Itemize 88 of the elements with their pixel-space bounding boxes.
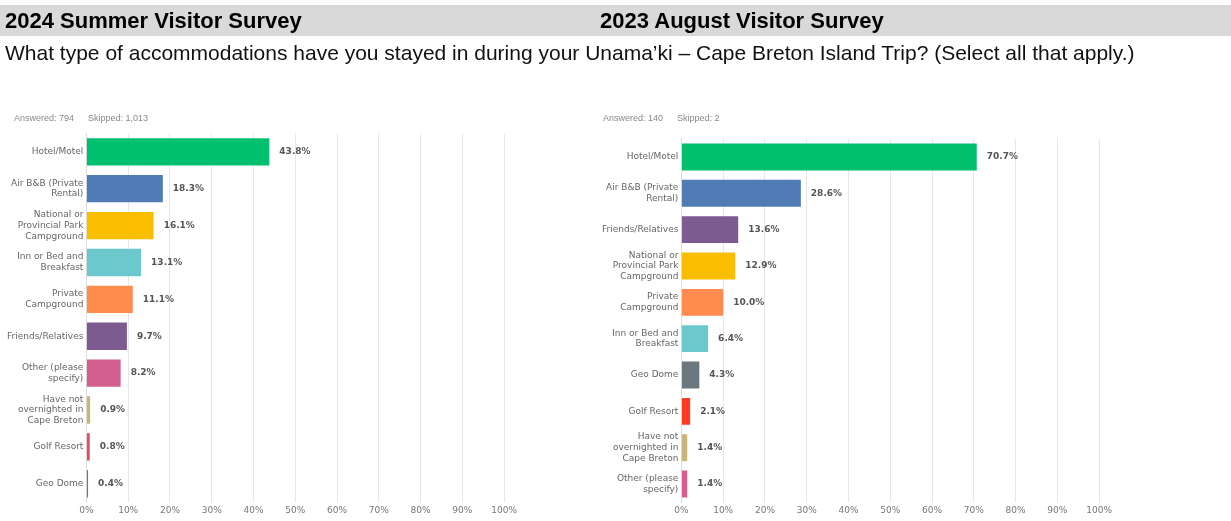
text: What type of accommodations have you stayed in during your Unama’ki – Cape Breton Island Trip? (Select all that apply.) xyxy=(5,40,1136,66)
x-tick-label: 40% xyxy=(838,504,859,515)
x-tick-label: 10% xyxy=(118,504,139,515)
bar xyxy=(681,216,739,244)
x-tick-label: 0% xyxy=(79,504,94,515)
data-label: 11.1% xyxy=(142,293,174,304)
data-label: 16.1% xyxy=(163,219,195,230)
y-tick-label: Have not overnighted in Cape Breton xyxy=(612,431,679,463)
x-tick-label: 70% xyxy=(368,504,390,515)
x-tick-label: 10% xyxy=(713,504,734,515)
y-tick-label: Inn or Bed and Breakfast xyxy=(17,251,84,273)
y-tick-label: Air B&B (Private Rental) xyxy=(606,182,679,204)
bar xyxy=(681,288,724,316)
bar xyxy=(681,252,736,280)
bar xyxy=(681,361,700,389)
bar xyxy=(681,143,977,171)
data-label: 13.6% xyxy=(748,223,780,234)
y-tick-label: Friends/Relatives xyxy=(601,223,679,234)
bar xyxy=(86,359,121,387)
data-label: 0.9% xyxy=(100,404,126,415)
y-tick-label: Golf Resort xyxy=(628,405,679,416)
bar xyxy=(681,434,688,462)
bar xyxy=(86,248,142,277)
data-label: 28.6% xyxy=(810,187,843,198)
y-tick-label: Have not overnighted in Cape Breton xyxy=(17,393,84,426)
bar xyxy=(86,175,163,203)
data-label: 0.4% xyxy=(98,478,124,489)
x-tick-label: 40% xyxy=(243,504,264,515)
y-tick-label: Other (please specify) xyxy=(616,472,679,494)
y-tick-label: Hotel/Motel xyxy=(626,151,679,162)
data-label: 2.1% xyxy=(700,405,726,416)
x-tick-label: 30% xyxy=(796,504,818,515)
data-label: 43.8% xyxy=(279,146,311,157)
data-label: 13.1% xyxy=(151,256,183,267)
y-tick-label: Private Campground xyxy=(25,288,84,310)
bar xyxy=(86,138,270,166)
x-tick-label: 60% xyxy=(922,504,943,515)
chart-title: 2023 August Visitor Survey xyxy=(595,5,1231,36)
text: Answered: 794 xyxy=(14,113,75,123)
x-tick-label: 0% xyxy=(674,504,689,515)
data-label: 12.9% xyxy=(745,260,777,271)
y-tick-label: Golf Resort xyxy=(33,441,84,452)
x-tick-label: 50% xyxy=(880,504,901,515)
x-tick-label: 20% xyxy=(754,504,776,515)
data-label: 10.0% xyxy=(733,296,765,307)
x-tick-label: 100% xyxy=(491,504,518,515)
x-tick-label: 70% xyxy=(963,504,985,515)
y-tick-label: Geo Dome xyxy=(35,478,84,489)
data-label: 1.4% xyxy=(697,442,723,453)
y-tick-label: Friends/Relatives xyxy=(6,330,84,341)
x-tick-label: 90% xyxy=(1047,504,1068,515)
bar xyxy=(86,322,127,350)
bar xyxy=(86,285,133,314)
bar xyxy=(86,396,91,424)
bar xyxy=(681,325,709,353)
data-label: 18.3% xyxy=(172,183,205,194)
y-tick-label: National or Provincial Park Campground xyxy=(612,249,680,282)
y-tick-label: Hotel/Motel xyxy=(31,146,84,157)
x-tick-label: 80% xyxy=(410,504,432,515)
x-tick-label: 100% xyxy=(1086,504,1113,515)
bar xyxy=(86,433,90,461)
data-label: 1.4% xyxy=(697,478,723,489)
y-tick-label: Inn or Bed and Breakfast xyxy=(612,327,679,349)
x-tick-label: 80% xyxy=(1005,504,1027,515)
data-label: 4.3% xyxy=(709,369,735,380)
y-tick-label: Other (please specify) xyxy=(21,362,84,383)
x-tick-label: 90% xyxy=(452,504,473,515)
data-label: 6.4% xyxy=(718,333,744,344)
x-tick-label: 30% xyxy=(201,504,223,515)
x-tick-label: 20% xyxy=(159,504,181,515)
data-label: 9.7% xyxy=(136,330,162,341)
y-tick-label: Private Campground xyxy=(620,291,679,313)
text: Answered: 140 xyxy=(603,113,664,123)
data-label: 8.2% xyxy=(130,367,156,378)
y-tick-label: Air B&B (Private Rental) xyxy=(11,177,84,199)
x-tick-label: 50% xyxy=(285,504,306,515)
data-label: 70.7% xyxy=(986,151,1018,162)
chart-title: 2024 Summer Visitor Survey xyxy=(0,5,595,36)
text: Skipped: 1,013 xyxy=(88,113,149,123)
x-tick-label: 60% xyxy=(327,504,348,515)
text: Skipped: 2 xyxy=(677,113,720,123)
bar xyxy=(86,211,154,240)
y-tick-label: National or Provincial Park Campground xyxy=(17,209,85,241)
bar xyxy=(681,179,801,207)
bar xyxy=(681,397,691,425)
y-tick-label: Geo Dome xyxy=(630,369,679,380)
data-label: 0.8% xyxy=(99,441,125,452)
bar xyxy=(681,470,688,498)
